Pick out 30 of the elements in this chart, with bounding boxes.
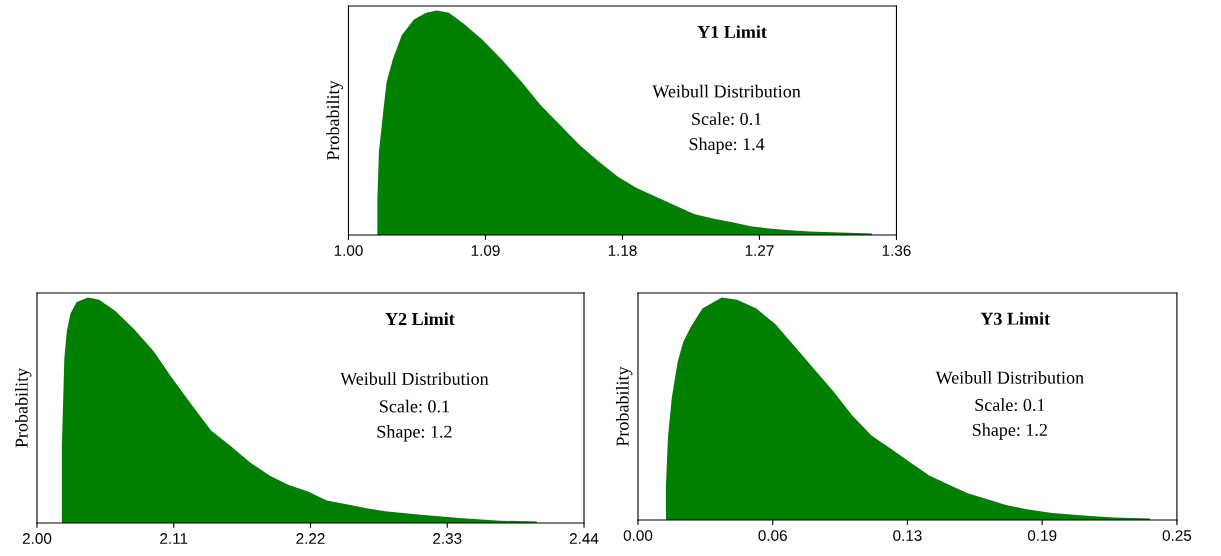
x-tick-label: 1.09 (471, 245, 500, 256)
x-tick-label: 2.11 (160, 533, 188, 544)
x-tick-label: 0.06 (758, 530, 787, 541)
text: Y2 Limit (385, 312, 455, 326)
text: Y3 Limit (980, 312, 1051, 325)
annotation: Shape: 1.2 (377, 425, 452, 442)
x-tick-label: 2.22 (296, 533, 325, 544)
x-tick-label: 0.19 (1027, 530, 1057, 541)
annotation: Weibull Distribution (935, 371, 1084, 384)
annotation: Weibull Distribution (340, 372, 489, 385)
x-tick-label: 1.18 (608, 245, 637, 256)
x-tick-label: 2.33 (433, 533, 462, 544)
x-tick-label: 2.44 (569, 533, 599, 544)
text: Y1 Limit (697, 25, 767, 39)
annotation: Scale: 0.1 (692, 112, 762, 126)
x-tick-label: 0.13 (893, 530, 922, 541)
y-axis-title: Probability (326, 80, 343, 161)
y-axis-title: Probability (615, 366, 633, 447)
annotation: Shape: 1.2 (972, 423, 1047, 440)
x-tick-label: 2.00 (22, 533, 52, 544)
annotation: Scale: 0.1 (975, 398, 1045, 412)
x-tick-label: 0.25 (1162, 530, 1192, 541)
x-tick-label: 1.00 (334, 245, 363, 256)
annotation: Shape: 1.4 (689, 137, 765, 154)
x-tick-label: 1.27 (745, 245, 774, 256)
x-tick-label: 1.36 (882, 245, 911, 256)
annotation: Weibull Distribution (652, 84, 801, 98)
y-axis-title: Probability (15, 367, 32, 448)
annotation: Scale: 0.1 (380, 399, 449, 413)
x-tick-label: 0.00 (623, 530, 653, 541)
